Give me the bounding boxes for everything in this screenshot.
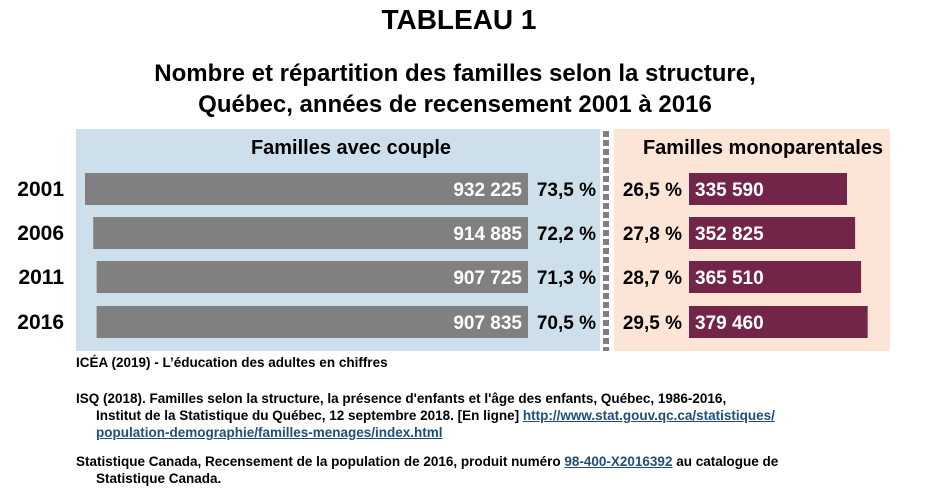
mono-value-label: 379 460 (695, 313, 764, 334)
page-title: TABLEAU 1 (381, 4, 537, 35)
mono-percent-label: 29,5 % (623, 313, 682, 334)
source-icea: ICÉA (2019) - L’éducation des adultes en… (76, 355, 388, 370)
couple-percent-label: 71,3 % (537, 268, 596, 289)
source-isq-line-1: ISQ (2018). Familles selon la structure,… (76, 391, 727, 406)
family-structure-chart: Familles avec couple Familles monoparenta… (17, 129, 890, 351)
legend-mono: Familles monoparentales (643, 137, 883, 159)
subtitle-line-1: Nombre et répartition des familles selon… (154, 60, 756, 87)
year-label: 2006 (17, 222, 64, 245)
couple-bar (93, 217, 529, 249)
source-isq: ISQ (2018). Familles selon la structure,… (76, 390, 906, 441)
legend-couple: Familles avec couple (251, 137, 451, 159)
isq-link-part-2: population-demographie/familles-menages/… (96, 425, 443, 440)
source-statcan: Statistique Canada, Recensement de la po… (76, 453, 906, 487)
source-statcan-text-2: au catalogue de (672, 454, 779, 469)
mono-value-label: 365 510 (695, 268, 764, 289)
couple-bar (96, 306, 528, 338)
statcan-link[interactable]: 98-400-X2016392 (564, 454, 673, 469)
mono-bar (689, 261, 862, 293)
couple-percent-label: 73,5 % (537, 180, 596, 201)
source-isq-line-2: Institut de la Statistique du Québec, 12… (96, 408, 523, 423)
mono-percent-label: 27,8 % (623, 224, 682, 245)
isq-link-part-1: http://www.stat.gouv.qc.ca/statistiques/ (522, 408, 775, 423)
mono-value-label: 335 590 (695, 180, 764, 201)
subtitle-line-2: Québec, années de recensement 2001 à 201… (198, 91, 712, 118)
isq-link[interactable]: http://www.stat.gouv.qc.ca/statistiques/… (96, 408, 775, 440)
couple-bar (96, 261, 528, 293)
mono-percent-label: 28,7 % (623, 268, 682, 289)
mono-bar (689, 306, 868, 338)
mono-value-label: 352 825 (695, 224, 764, 245)
source-statcan-line-2: Statistique Canada. (96, 471, 222, 486)
year-label: 2011 (18, 266, 64, 289)
couple-value-label: 932 225 (453, 180, 522, 201)
year-label: 2001 (17, 178, 64, 201)
chart-subtitle: Nombre et répartition des familles selon… (0, 58, 918, 120)
couple-percent-label: 72,2 % (537, 224, 596, 245)
couple-percent-label: 70,5 % (537, 313, 596, 334)
couple-value-label: 907 725 (453, 268, 522, 289)
mono-percent-label: 26,5 % (623, 180, 682, 201)
couple-value-label: 907 835 (453, 313, 522, 334)
year-label: 2016 (17, 311, 64, 334)
source-statcan-text-1: Statistique Canada, Recensement de la po… (76, 454, 565, 469)
couple-value-label: 914 885 (453, 224, 522, 245)
mono-bar (689, 173, 847, 205)
mono-bar (689, 217, 856, 249)
couple-bar (85, 173, 528, 205)
